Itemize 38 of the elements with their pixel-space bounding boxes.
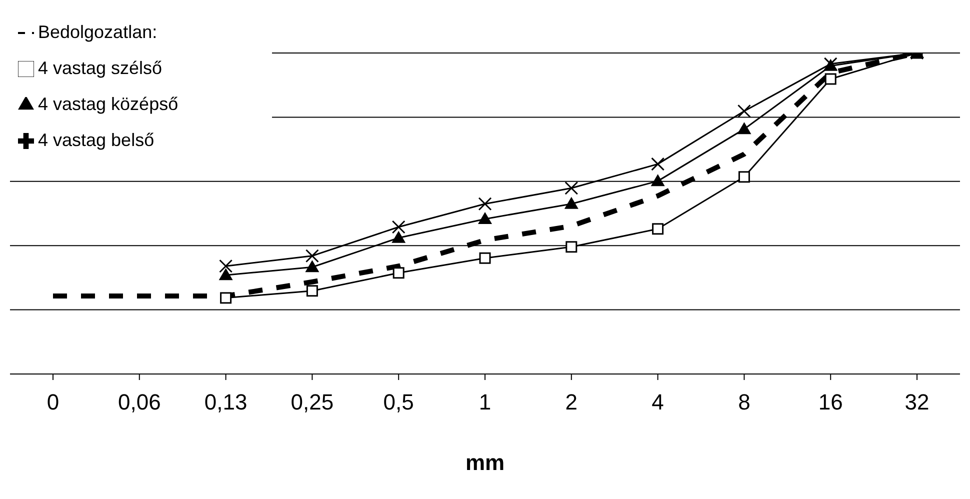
x-tick-label: 0 — [46, 390, 60, 415]
point — [564, 196, 578, 209]
legend-label: 4 vastag szélső — [38, 58, 162, 78]
point — [651, 157, 665, 171]
x-tick-label: 16 — [818, 390, 843, 415]
point — [219, 259, 233, 273]
legend-label: Bedolgozatlan: — [38, 22, 158, 42]
point — [652, 223, 664, 235]
x-tick-label: 0,06 — [118, 390, 161, 415]
legend-label: 4 vastag belső — [38, 130, 154, 150]
point — [392, 267, 404, 279]
point — [392, 220, 406, 234]
point — [218, 268, 233, 280]
x-tick-label: 1 — [478, 390, 492, 415]
legend-label: 4 vastag középső — [38, 94, 178, 114]
point — [305, 249, 319, 263]
point — [479, 252, 491, 264]
point — [566, 241, 578, 253]
x-tick-label: 2 — [565, 390, 578, 415]
x-tick-label: 4 — [652, 390, 664, 415]
point — [564, 181, 578, 195]
x-axis-title: mm — [465, 450, 505, 475]
x-tick-label: 0,25 — [290, 390, 334, 415]
x-tick-label: 0,13 — [204, 390, 248, 415]
x-tick-label: 0,5 — [383, 390, 414, 415]
point — [392, 230, 406, 243]
point — [305, 260, 320, 272]
point — [220, 292, 232, 304]
point — [306, 285, 318, 297]
point — [824, 73, 836, 85]
point — [738, 171, 750, 183]
x-tick-label: 8 — [738, 390, 750, 415]
point — [650, 174, 665, 186]
point — [478, 197, 492, 211]
point — [737, 104, 751, 118]
point — [478, 212, 492, 224]
x-tick-label: 32 — [904, 390, 930, 415]
point — [737, 122, 752, 134]
